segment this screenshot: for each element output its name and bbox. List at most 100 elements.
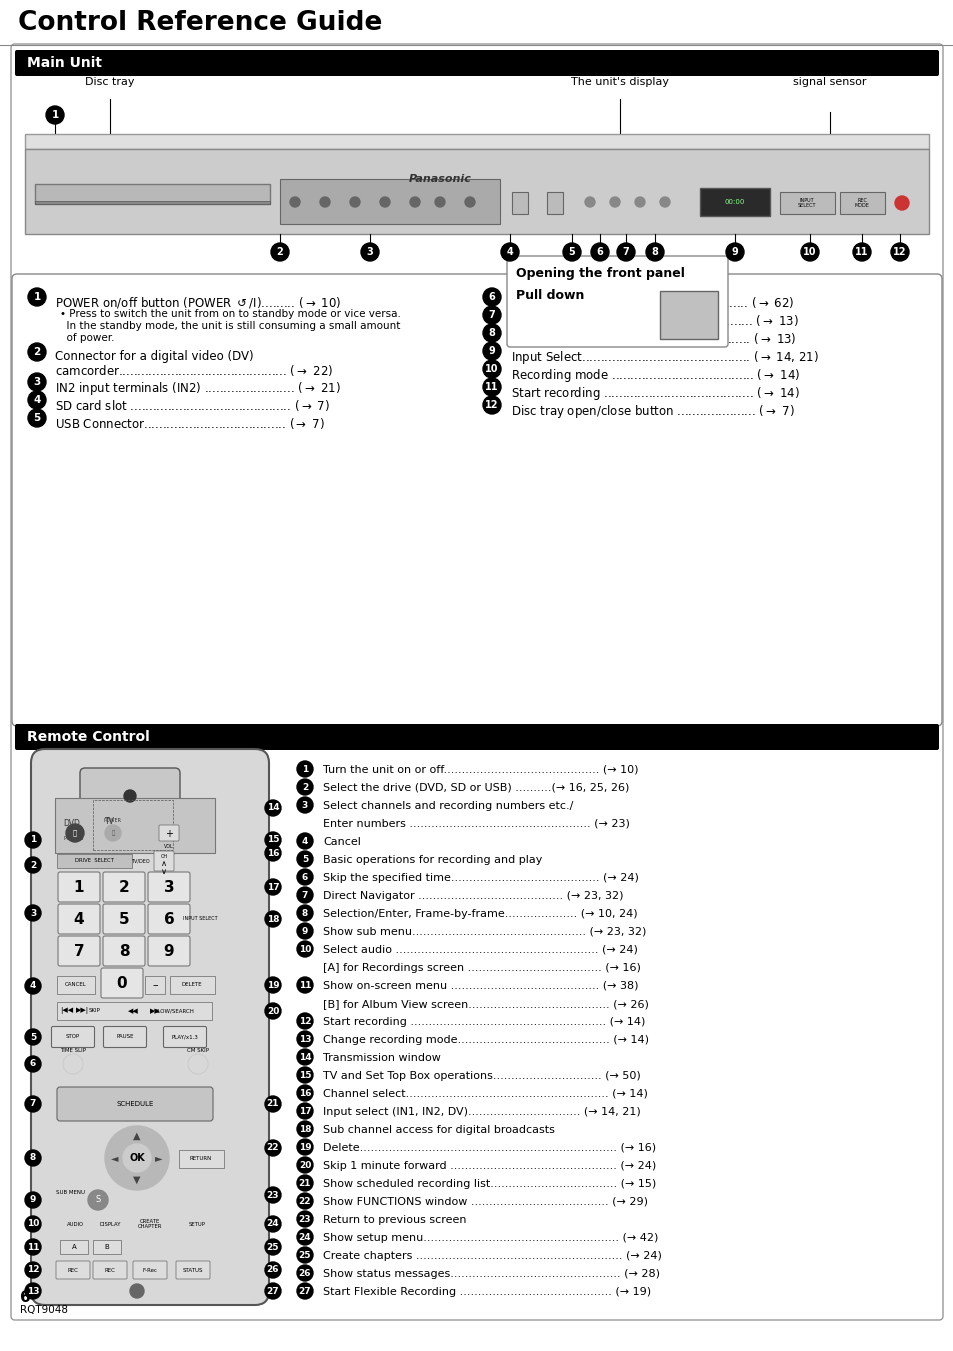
Text: 5: 5 (118, 912, 130, 927)
Text: +: + (165, 830, 172, 839)
Text: 20: 20 (298, 1161, 311, 1170)
Circle shape (296, 1121, 313, 1138)
Text: 9: 9 (164, 943, 174, 958)
Text: Stop button ............................................. ($\rightarrow$ 13): Stop button ............................… (511, 313, 799, 330)
FancyBboxPatch shape (80, 767, 180, 808)
FancyBboxPatch shape (163, 1027, 206, 1047)
Circle shape (265, 1096, 281, 1112)
Circle shape (25, 1262, 41, 1278)
Circle shape (46, 105, 64, 124)
Text: 9: 9 (30, 1196, 36, 1205)
FancyBboxPatch shape (148, 904, 190, 934)
Text: Skip the specified time......................................... (→ 24): Skip the specified time.................… (323, 873, 639, 884)
Circle shape (25, 832, 41, 848)
Text: Input select (IN1, IN2, DV)............................... (→ 14, 21): Input select (IN1, IN2, DV).............… (323, 1106, 640, 1117)
Circle shape (296, 1067, 313, 1084)
Text: 8: 8 (30, 1154, 36, 1162)
Text: 27: 27 (298, 1286, 311, 1296)
Text: Input Select............................................. ($\rightarrow$ 14, 21): Input Select............................… (511, 349, 818, 366)
Text: 12: 12 (298, 1016, 311, 1025)
FancyBboxPatch shape (15, 724, 938, 750)
Text: 2: 2 (276, 247, 283, 257)
FancyBboxPatch shape (103, 1027, 147, 1047)
Circle shape (635, 197, 644, 207)
Circle shape (265, 1239, 281, 1255)
Text: SETUP: SETUP (189, 1221, 205, 1227)
FancyBboxPatch shape (11, 45, 942, 1320)
Text: 8: 8 (118, 943, 130, 958)
Text: 25: 25 (298, 1251, 311, 1259)
Text: Selection/Enter, Frame-by-frame.................... (→ 10, 24): Selection/Enter, Frame-by-frame.........… (323, 909, 637, 919)
Text: 1: 1 (30, 835, 36, 844)
FancyBboxPatch shape (30, 748, 269, 1305)
Circle shape (25, 1192, 41, 1208)
Circle shape (25, 1029, 41, 1046)
Text: 7: 7 (622, 247, 629, 257)
Text: 18: 18 (267, 915, 279, 924)
Circle shape (296, 1283, 313, 1300)
Text: 2: 2 (30, 861, 36, 870)
Circle shape (296, 1031, 313, 1047)
Circle shape (500, 243, 518, 261)
Text: Main Unit: Main Unit (27, 55, 102, 70)
Text: CREATE
CHAPTER: CREATE CHAPTER (137, 1219, 162, 1229)
Text: USB Connector...................................... ($\rightarrow$ 7): USB Connector...........................… (55, 416, 325, 431)
Text: Disc tray: Disc tray (85, 77, 134, 86)
Text: Play/x1.3 button ..................................... ($\rightarrow$ 13): Play/x1.3 button .......................… (511, 331, 796, 349)
Text: 21: 21 (267, 1100, 279, 1109)
Text: TIME SLIP: TIME SLIP (60, 1047, 86, 1052)
Text: 2: 2 (118, 880, 130, 894)
Text: REC: REC (105, 1267, 115, 1273)
Circle shape (28, 409, 46, 427)
Text: 4: 4 (33, 394, 41, 405)
Text: DISPLAY: DISPLAY (99, 1221, 121, 1227)
Text: 1: 1 (51, 109, 58, 120)
Text: ◀◀: ◀◀ (128, 1008, 138, 1015)
Circle shape (659, 197, 669, 207)
Text: 3: 3 (30, 908, 36, 917)
Circle shape (123, 1144, 151, 1173)
Bar (145, 975, 165, 994)
Text: 27: 27 (267, 1286, 279, 1296)
Circle shape (296, 761, 313, 777)
Text: TV: TV (105, 817, 114, 825)
Text: 3: 3 (301, 801, 308, 809)
Circle shape (379, 197, 390, 207)
Text: Transmission window: Transmission window (323, 1052, 440, 1063)
Circle shape (296, 1139, 313, 1155)
Circle shape (296, 1247, 313, 1263)
Text: 14: 14 (298, 1052, 311, 1062)
Text: Turn the unit on or off........................................... (→ 10): Turn the unit on or off.................… (323, 765, 638, 775)
Text: 6: 6 (301, 873, 308, 881)
Text: 6: 6 (596, 247, 602, 257)
Circle shape (66, 824, 84, 842)
Bar (25, 134, 928, 149)
Text: RETURN: RETURN (190, 1156, 212, 1162)
Text: 5: 5 (301, 854, 308, 863)
Text: Return to previous screen: Return to previous screen (323, 1215, 466, 1225)
Circle shape (28, 373, 46, 390)
Text: 11: 11 (854, 247, 868, 257)
Circle shape (265, 1216, 281, 1232)
Circle shape (296, 977, 313, 993)
Circle shape (360, 243, 378, 261)
Text: 12: 12 (27, 1266, 39, 1274)
Text: 00:00: 00:00 (724, 199, 744, 205)
Text: Cancel: Cancel (323, 838, 360, 847)
Circle shape (609, 197, 619, 207)
FancyBboxPatch shape (92, 1260, 127, 1279)
Text: ⏻: ⏻ (112, 831, 114, 836)
Text: 15: 15 (298, 1070, 311, 1079)
Text: Skip 1 minute forward .............................................. (→ 24): Skip 1 minute forward ..................… (323, 1161, 656, 1171)
Text: 22: 22 (298, 1197, 311, 1205)
Circle shape (25, 978, 41, 994)
Text: ◄: ◄ (112, 1152, 118, 1163)
Circle shape (290, 197, 299, 207)
FancyBboxPatch shape (51, 1027, 94, 1047)
Text: 19: 19 (267, 981, 279, 989)
Text: [B] for Album View screen....................................... (→ 26): [B] for Album View screen...............… (323, 998, 648, 1009)
Circle shape (296, 1156, 313, 1173)
Circle shape (296, 1193, 313, 1209)
Circle shape (562, 243, 580, 261)
Text: 0: 0 (116, 975, 127, 990)
